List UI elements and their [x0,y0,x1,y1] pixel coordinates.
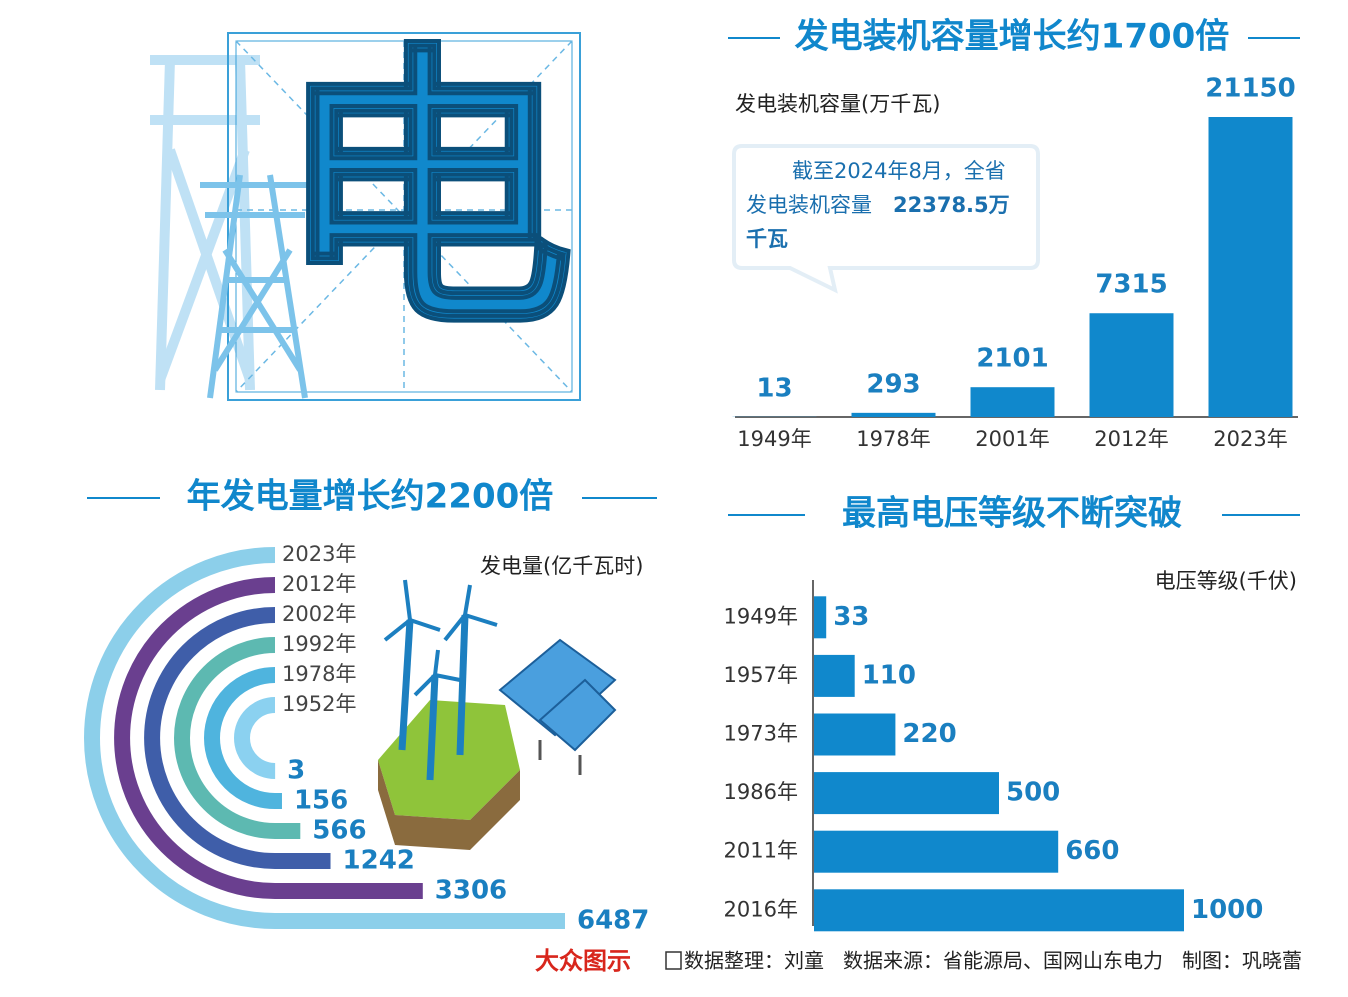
axis-label: 发电装机容量(万千瓦) [735,92,940,116]
annotation: 截至2024年8月，全省 [792,159,1006,183]
value-label: 21150 [1205,74,1295,104]
footer-editor: 数据整理：刘童 [684,949,824,973]
value-label: 6487 [577,906,649,936]
value-label: 3 [287,756,305,786]
frame-guides [235,40,573,393]
x-tick-label: 2012年 [1094,427,1168,451]
value-label: 13 [756,373,792,403]
value-label: 220 [902,719,956,749]
value-label: 3306 [435,876,507,906]
value-label: 156 [294,786,348,816]
value-label: 2101 [976,344,1048,374]
category-label: 1978年 [282,662,356,686]
category-label: 2012年 [282,572,356,596]
bar [851,412,936,417]
x-tick-label: 2001年 [975,427,1049,451]
x-tick-label: 1949年 [737,427,811,451]
bar [814,654,855,697]
category-label: 1992年 [282,632,356,656]
hero: 电 [150,17,581,401]
value-label: 7315 [1095,270,1167,300]
footer-source: 数据来源：省能源局、国网山东电力 [843,949,1163,973]
y-tick-label: 1957年 [724,663,798,687]
annotation: 千瓦 [746,227,788,251]
bar [814,830,1059,873]
annotation: 22378.5万 [893,193,1010,217]
bar [814,713,896,756]
radial-bar [84,547,565,929]
tower-front [200,174,310,399]
callout [732,144,1040,294]
bar [814,596,827,639]
bar [970,387,1055,417]
bar [814,889,1184,932]
y-tick-label: 1986年 [724,780,798,804]
y-tick-label: 2011年 [724,839,798,863]
logo: 大众图示 [535,947,631,975]
radial-bar [114,577,423,899]
chart-title: 发电装机容量增长约1700倍 [795,17,1230,57]
value-label: 110 [862,660,916,690]
bar [814,772,999,815]
tower-back [150,55,260,391]
radial-bar [174,637,301,839]
value-label: 293 [866,369,920,399]
y-tick-label: 1949年 [724,604,798,628]
y-tick-label: 2016年 [724,897,798,921]
hero-char: 电 [275,19,575,368]
radial-bar [144,607,331,869]
axis-label: 电压等级(千伏) [1155,569,1297,593]
value-label: 33 [833,602,869,632]
value-label: 1000 [1191,895,1263,925]
x-tick-label: 2023年 [1213,427,1287,451]
x-tick-label: 1978年 [856,427,930,451]
footer-designer: 制图：巩晓蕾 [1182,949,1302,973]
category-label: 2002年 [282,602,356,626]
category-label: 1952年 [282,692,356,716]
chart-title: 最高电压等级不断突破 [842,494,1182,534]
radial-bar [204,667,282,809]
axis-label: 发电量(亿千瓦时) [480,554,643,578]
value-label: 500 [1006,778,1060,808]
bar [1208,117,1293,417]
annotation: 发电装机容量 [746,193,872,217]
radial-bar [234,697,276,779]
box-icon [665,951,682,970]
value-label: 660 [1065,836,1119,866]
energy-illustration [378,579,617,850]
chart-title: 年发电量增长约2200倍 [187,477,554,517]
value-label: 566 [312,816,366,846]
bar [1089,313,1174,417]
value-label: 1242 [343,846,415,876]
category-label: 2023年 [282,542,356,566]
y-tick-label: 1973年 [724,722,798,746]
